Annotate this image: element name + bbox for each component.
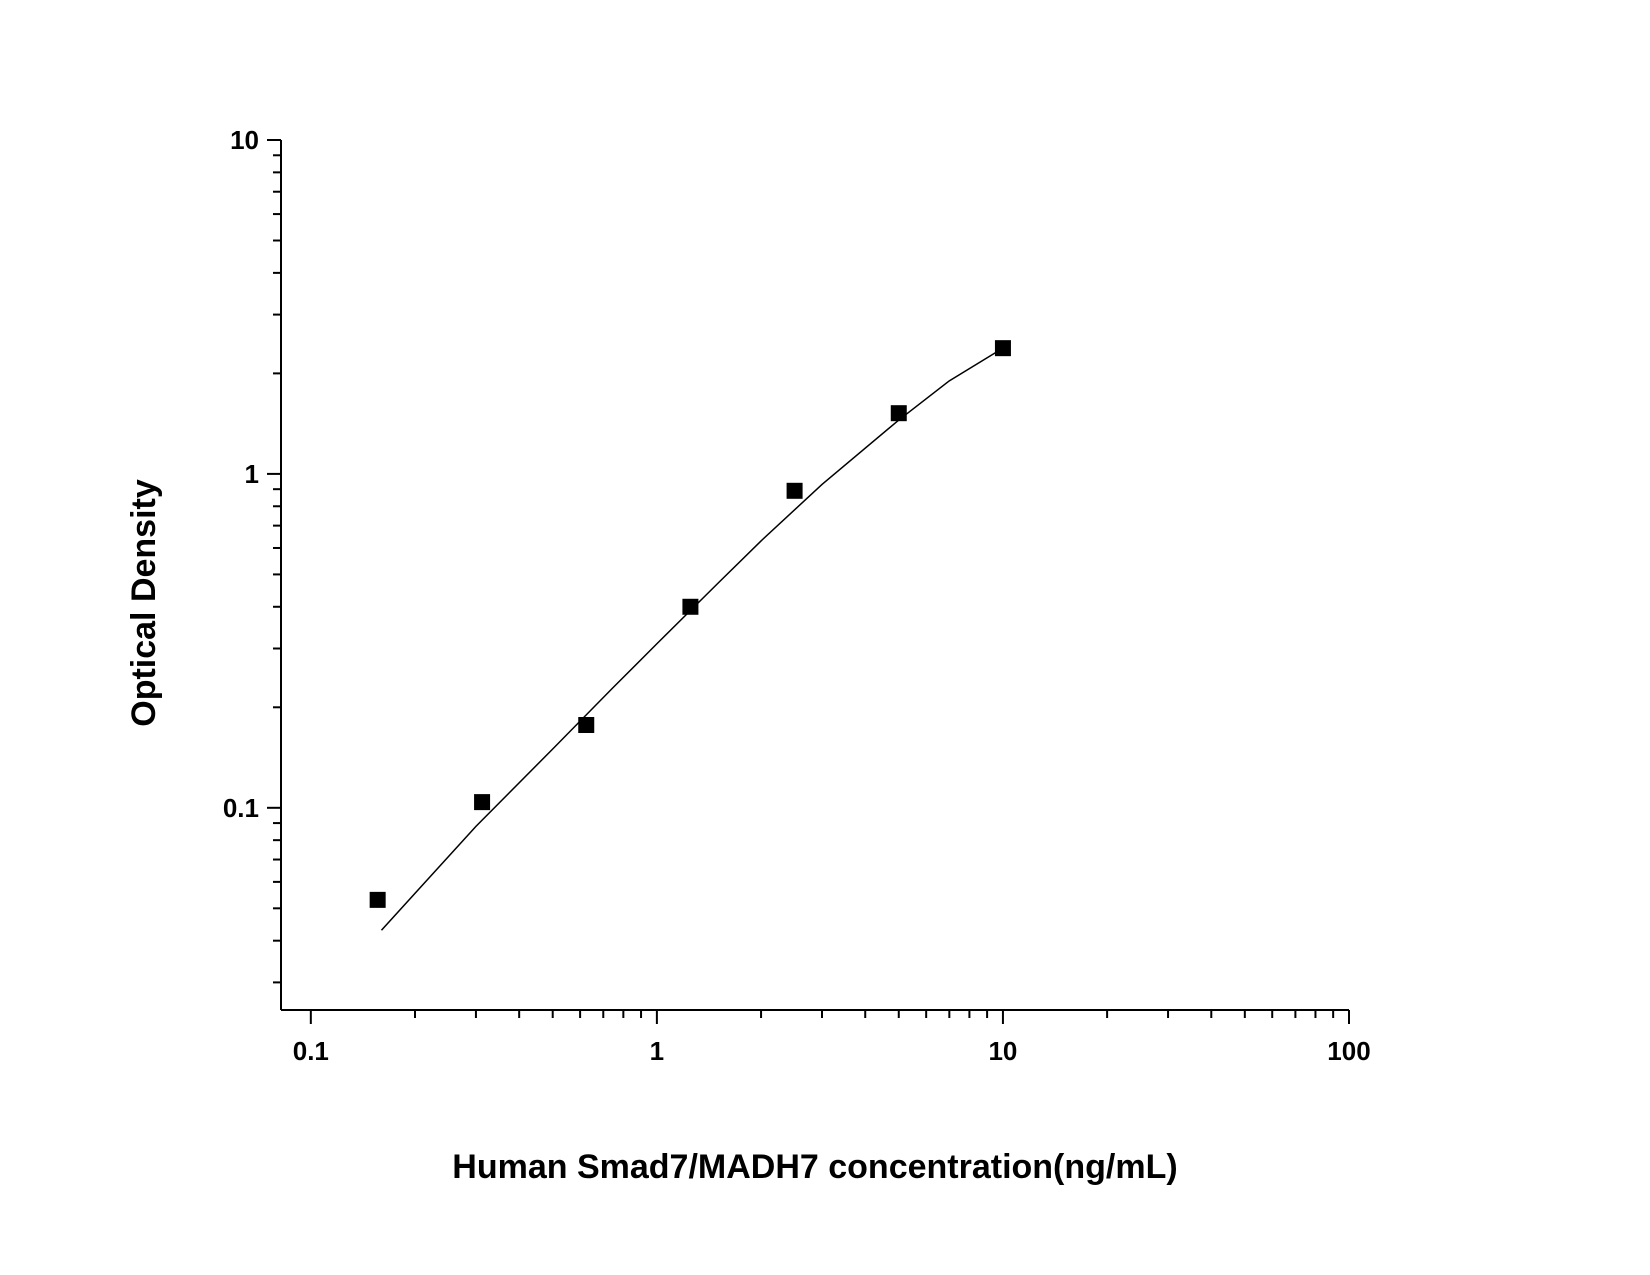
y-axis-title: Optical Density	[125, 479, 163, 727]
data-point	[890, 405, 907, 422]
x-tick-label: 1	[650, 1036, 664, 1066]
data-point	[369, 891, 386, 908]
data-point	[682, 598, 699, 615]
data-point	[786, 482, 803, 499]
x-tick-label: 0.1	[293, 1036, 329, 1066]
fit-curve	[380, 347, 1004, 931]
y-tick-label: 0.1	[223, 793, 259, 823]
x-tick-label: 10	[988, 1036, 1017, 1066]
y-tick-label: 10	[230, 125, 259, 155]
data-point	[578, 717, 595, 734]
x-tick-label: 100	[1327, 1036, 1370, 1066]
y-tick-label: 1	[245, 459, 259, 489]
x-axis-title: Human Smad7/MADH7 concentration(ng/mL)	[452, 1148, 1177, 1186]
data-point	[994, 340, 1011, 357]
data-point	[474, 794, 491, 811]
